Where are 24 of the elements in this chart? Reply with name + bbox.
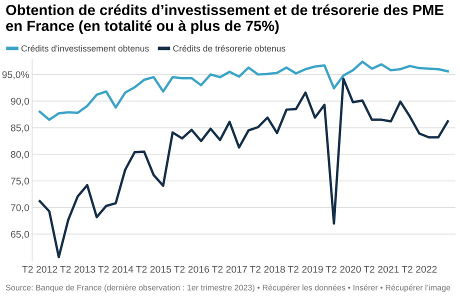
x-tick-label: T2 2015 (136, 266, 172, 273)
legend-label: Crédits d'investissement obtenus (21, 45, 149, 52)
y-tick-label: 70,0 (11, 204, 30, 212)
line-series (38, 78, 449, 258)
line-series (38, 60, 449, 121)
x-tick-label: T2 2021 (364, 266, 399, 273)
x-tick-label: T2 2013 (60, 266, 96, 273)
x-tick-label: T2 2018 (250, 266, 285, 273)
y-tick-label: 80,0 (10, 151, 30, 160)
y-tick-label: 95,0% (2, 71, 30, 80)
x-tick-label: T2 2022 (402, 266, 437, 273)
x-tick-label: T2 2012 (22, 266, 58, 273)
legend-label: Crédits de trésorerie obtenus (173, 45, 286, 52)
x-tick-label: T2 2017 (212, 266, 247, 273)
x-tick-label: T2 2014 (98, 266, 134, 273)
source-note: Source: Banque de France (dernière observation : 1er trimestre 2023) • Récupérer les données • Insérer • Récupérer l’image (6, 284, 450, 292)
y-tick-label: 90,0 (10, 98, 30, 106)
y-tick-label: 65,0 (10, 230, 30, 239)
chart-title: Obtention de crédits d’investissement et de trésorerie des PME en France (en totalité ou à plus de 75%) (6, 4, 444, 34)
y-tick-label: 85,0 (10, 124, 30, 132)
x-tick-label: T2 2016 (174, 266, 210, 273)
x-tick-label: T2 2019 (288, 266, 323, 273)
y-tick-label: 75,0 (11, 178, 30, 186)
x-tick-label: T2 2020 (326, 266, 361, 273)
